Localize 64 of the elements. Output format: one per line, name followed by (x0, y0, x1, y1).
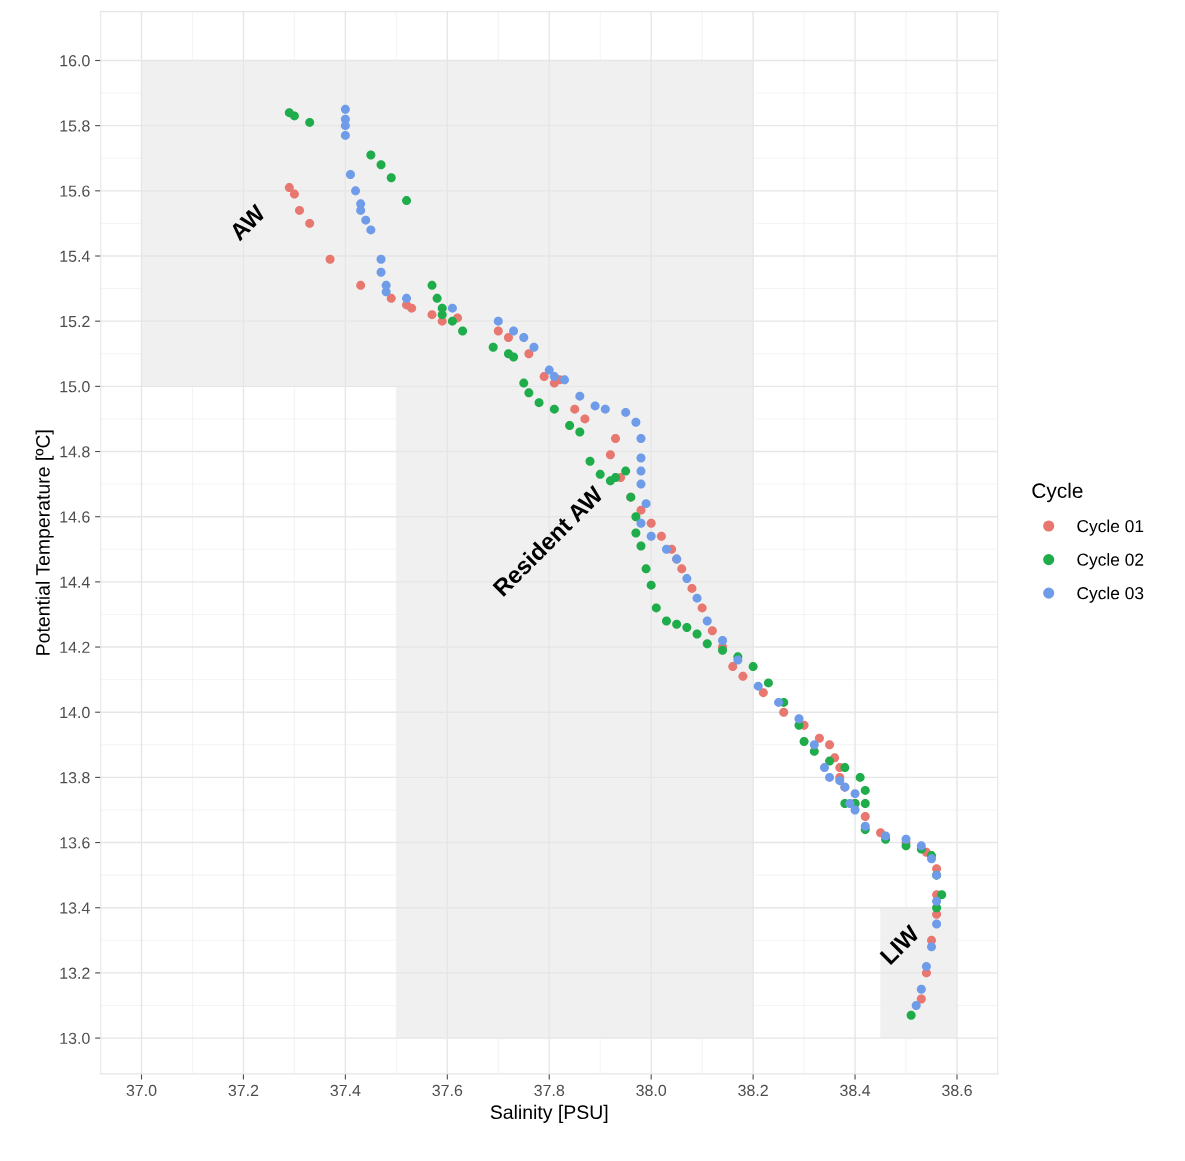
point (325, 254, 335, 264)
x-tick-label: 37.2 (228, 1084, 259, 1097)
x-tick-label: 37.0 (126, 1084, 157, 1097)
point (646, 518, 656, 528)
y-tick-label: 13.8 (60, 772, 90, 784)
y-tick-label: 14.8 (60, 446, 90, 458)
y-tick-label: 15.2 (60, 315, 90, 328)
point (687, 583, 697, 593)
point (779, 707, 789, 717)
y-tick-label: 13.2 (60, 967, 90, 979)
point (493, 326, 503, 336)
point (636, 505, 646, 515)
point (570, 404, 580, 414)
x-tick-label: 38.0 (636, 1084, 667, 1097)
y-tick-label: 14.4 (60, 576, 90, 588)
point (386, 293, 396, 303)
y-tick-label: 14.2 (60, 641, 90, 653)
point (503, 332, 513, 342)
point (728, 662, 738, 672)
y-tick-label: 15.6 (60, 185, 90, 197)
point (677, 564, 687, 574)
legend-label: Cycle 03 (1077, 586, 1144, 603)
x-axis-title: Salinity [PSU] (490, 1104, 608, 1123)
y-tick-label: 15.4 (60, 250, 90, 262)
point (707, 626, 717, 636)
point (860, 811, 870, 821)
x-tick-label: 37.6 (432, 1084, 463, 1097)
x-tick-label: 37.8 (534, 1084, 565, 1097)
y-tick-label: 14.6 (60, 511, 90, 523)
annotation: AW (228, 203, 267, 242)
point (738, 671, 748, 681)
legend-title: Cycle (1032, 482, 1083, 503)
y-tick-label: 13.6 (60, 837, 90, 849)
point (539, 372, 549, 382)
y-tick-label: 16.0 (60, 55, 90, 67)
y-tick-label: 15.0 (60, 380, 90, 393)
point (580, 414, 590, 424)
x-tick-label: 38.4 (840, 1084, 871, 1097)
y-tick-label: 13.4 (60, 902, 90, 914)
y-axis-title: Potential Temperature [ºC] (35, 430, 54, 655)
point (825, 740, 835, 750)
point (356, 280, 366, 290)
x-tick-label: 38.6 (942, 1084, 972, 1097)
point (916, 994, 926, 1004)
point (605, 450, 615, 460)
y-tick-label: 15.8 (60, 120, 90, 132)
point (814, 733, 824, 743)
point (289, 189, 299, 199)
point (305, 218, 315, 228)
legend-label: Cycle 02 (1077, 553, 1144, 570)
point (427, 310, 437, 320)
y-tick-label: 14.0 (60, 706, 90, 719)
x-tick-label: 37.4 (330, 1084, 361, 1097)
legend-label: Cycle 01 (1077, 519, 1144, 536)
point (295, 205, 304, 215)
point (284, 183, 294, 193)
point (407, 303, 417, 313)
y-tick-label: 13.0 (60, 1032, 90, 1045)
x-tick-label: 38.2 (738, 1084, 768, 1097)
point (758, 688, 768, 698)
point (656, 531, 666, 541)
point (524, 349, 534, 359)
point (697, 603, 707, 613)
point (611, 433, 621, 443)
